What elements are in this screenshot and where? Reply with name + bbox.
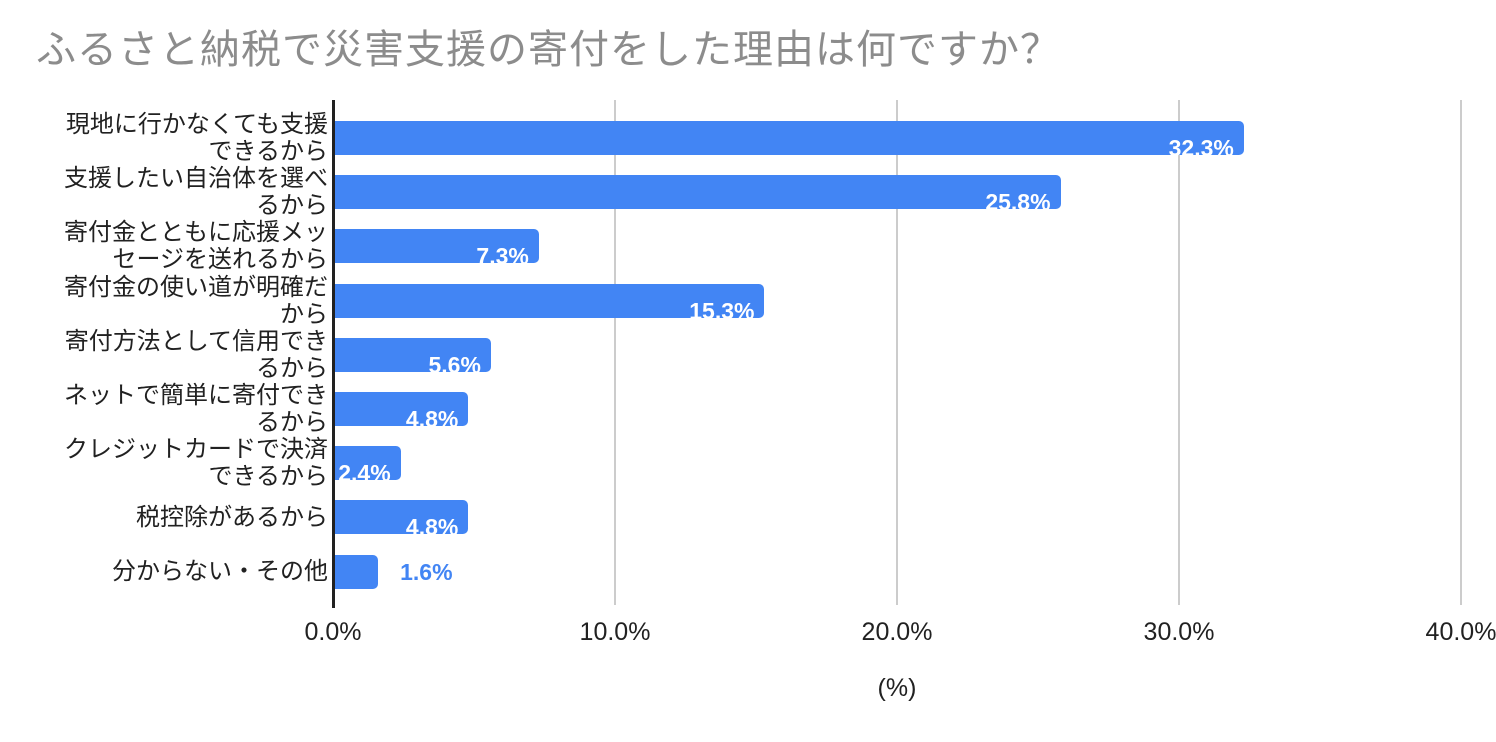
category-label: 現地に行かなくても支援できるから [65,111,328,166]
bar-row: 32.3% [335,111,1463,165]
bar-value-label: 15.3% [689,297,755,324]
chart-title: ふるさと納税で災害支援の寄付をした理由は何ですか？ [36,28,1061,72]
bar-row: 5.6% [335,328,1463,382]
bar-value-label: 32.3% [1168,135,1234,161]
category-label: 税控除があるから [136,503,328,531]
bar-value-label: 4.8% [405,514,459,541]
category-axis-labels: 現地に行かなくても支援できるから 支援したい自治体を選べるから 寄付金とともに応援メ… [0,111,328,599]
x-tick-label: 30.0% [1143,618,1215,646]
bar-value-label: 7.3% [476,243,529,270]
x-axis-title: (%) [877,674,917,702]
gridline [1460,100,1462,605]
x-tick-label: 40.0% [1425,618,1496,646]
bar [335,554,379,589]
category-row: 支援したい自治体を選べるから [0,165,328,219]
bar: 5.6% [335,337,491,378]
category-row: クレジットカードで決済できるから [0,436,328,490]
category-row: 寄付方法として信用できるから [0,328,328,382]
gridline [896,100,898,605]
bar-value-label: 2.4% [338,460,391,487]
category-label: 寄付方法として信用できるから [64,327,328,382]
category-label: 寄付金の使い道が明確だから [64,273,328,328]
bar-value-label: 1.6% [400,558,453,585]
bar-row: 15.3% [335,274,1463,328]
bar: 4.8% [335,391,469,432]
bar-value-label: 4.8% [405,405,459,432]
bar-row: 25.8% [335,165,1463,219]
category-label: クレジットカードで決済できるから [64,436,328,491]
y-axis-line [332,100,335,608]
category-row: 現地に行かなくても支援できるから [0,111,328,165]
bar-row: 4.8% [335,382,1463,436]
bar-rows: 32.3% 25.8% 7.3% 15.3% 5.6% 4.8% 2.4% 4.8% 1.6% [335,111,1463,599]
x-tick-label: 0.0% [304,618,362,646]
category-label: 支援したい自治体を選べるから [64,165,328,220]
category-row: ネットで簡単に寄付できるから [0,382,328,436]
x-tick-label: 10.0% [579,618,651,646]
bar-value-label: 5.6% [428,351,481,378]
category-row: 税控除があるから [0,490,328,544]
bar: 2.4% [335,446,401,486]
category-row: 寄付金の使い道が明確だから [0,274,328,328]
x-axis-ticks: 0.0% 10.0% 20.0% 30.0% 40.0% [0,618,1496,648]
bar: 4.8% [335,500,469,540]
bar: 7.3% [335,229,539,269]
gridline [614,100,616,605]
category-label: ネットで簡単に寄付できるから [64,382,328,437]
category-row: 分からない・その他 [0,545,328,599]
x-tick-label: 20.0% [861,618,933,646]
category-label: 分からない・その他 [112,558,328,586]
bar-row: 7.3% [335,219,1463,273]
bar-row: 4.8% [335,490,1463,544]
gridline [1178,100,1180,605]
plot-area [333,100,1462,605]
bar: 15.3% [335,283,765,324]
bar: 32.3% [335,121,1244,161]
bar-row: 2.4% [335,436,1463,490]
category-label: 寄付金とともに応援メッセージを送れるから [64,219,328,274]
bar-value-label: 25.8% [985,189,1051,216]
category-row: 寄付金とともに応援メッセージを送れるから [0,219,328,273]
bar-row: 1.6% [335,545,1463,599]
bar: 25.8% [335,175,1061,215]
